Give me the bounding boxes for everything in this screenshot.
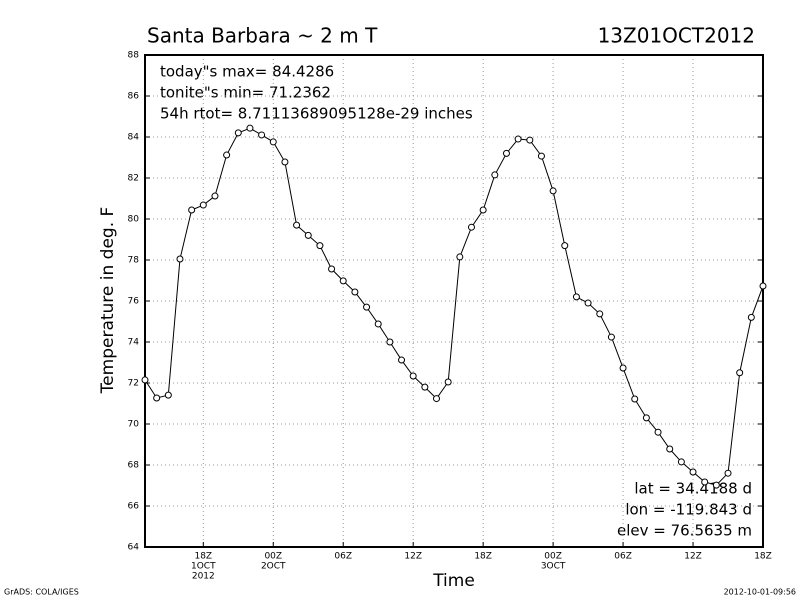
y-tick-label: 84 <box>128 133 140 143</box>
x-tick-label: 12Z <box>684 552 702 562</box>
data-point <box>293 221 301 229</box>
data-point <box>619 364 627 372</box>
data-point <box>467 223 475 231</box>
data-point <box>444 378 452 386</box>
location-info: lat = 34.4188 d <box>634 480 752 498</box>
y-tick-label: 64 <box>128 543 140 553</box>
data-point <box>642 414 650 422</box>
annotation: tonite"s min= 71.2362 <box>160 84 331 102</box>
data-point <box>421 383 429 391</box>
data-point <box>304 231 312 239</box>
footer: 2012-10-01-09:56 <box>724 588 796 597</box>
data-point <box>491 171 499 179</box>
x-tick-date: 2OCT <box>261 562 286 572</box>
location-info: lon = -119.843 d <box>625 501 752 519</box>
plot-frame <box>144 54 764 548</box>
x-tick-date: 3OCT <box>541 562 566 572</box>
y-tick-label: 78 <box>128 256 140 266</box>
data-point <box>596 310 604 318</box>
data-point <box>223 151 231 159</box>
data-point <box>363 303 371 311</box>
data-point <box>572 293 580 301</box>
data-point <box>724 469 732 477</box>
data-point <box>188 206 196 214</box>
x-tick-label: 12Z <box>404 552 422 562</box>
data-point <box>584 299 592 307</box>
data-point <box>351 288 359 296</box>
data-point <box>234 129 242 137</box>
data-point <box>654 428 662 436</box>
x-tick-label: 06Z <box>614 552 632 562</box>
data-point <box>153 394 161 402</box>
y-tick-label: 72 <box>128 379 139 389</box>
location-info: elev = 76.5635 m <box>617 522 752 540</box>
data-point <box>398 356 406 364</box>
x-tick-label: 18Z <box>194 552 212 562</box>
x-tick-label: 00Z <box>544 552 562 562</box>
data-point <box>374 320 382 328</box>
data-point <box>328 265 336 273</box>
data-point <box>549 187 557 195</box>
data-point <box>258 131 266 139</box>
time-label: 13Z01OCT2012 <box>598 24 755 48</box>
data-point <box>689 468 697 476</box>
y-tick-label: 82 <box>128 174 139 184</box>
data-point <box>479 206 487 214</box>
data-line <box>144 127 764 486</box>
y-tick-label: 68 <box>128 461 140 471</box>
data-point <box>281 158 289 166</box>
data-point <box>759 282 767 290</box>
y-tick-label: 88 <box>128 51 140 61</box>
y-axis-label: Temperature in deg. F <box>98 207 118 395</box>
y-tick-label: 80 <box>128 215 140 225</box>
data-point <box>316 242 324 250</box>
x-tick-label: 00Z <box>264 552 282 562</box>
data-point <box>386 338 394 346</box>
y-tick-label: 86 <box>128 92 140 102</box>
data-point <box>409 372 417 380</box>
y-tick-label: 76 <box>128 297 140 307</box>
data-point <box>502 149 510 157</box>
x-tick-label: 06Z <box>334 552 352 562</box>
data-point <box>526 136 534 144</box>
data-point <box>514 135 522 143</box>
annotation: 54h rtot= 8.71113689095128e-29 inches <box>160 105 473 123</box>
x-axis-label: Time <box>432 571 475 591</box>
data-point <box>199 201 207 209</box>
data-point <box>537 152 545 160</box>
x-tick-label: 18Z <box>754 552 772 562</box>
data-point <box>631 395 639 403</box>
x-tick-date: 1OCT <box>191 562 216 572</box>
data-point <box>433 395 441 403</box>
data-point <box>607 333 615 341</box>
footer: GrADS: COLA/IGES <box>4 588 79 597</box>
data-point <box>269 138 277 146</box>
data-point <box>712 481 720 489</box>
data-point <box>747 313 755 321</box>
data-point <box>176 255 184 263</box>
annotation: today"s max= 84.4286 <box>160 63 334 81</box>
data-point <box>736 369 744 377</box>
data-point <box>456 253 464 261</box>
y-tick-label: 70 <box>128 420 140 430</box>
data-point <box>666 445 674 453</box>
x-tick-label: 18Z <box>474 552 492 562</box>
data-point <box>211 192 219 200</box>
x-tick-year: 2012 <box>192 572 215 582</box>
chart-title: Santa Barbara ~ 2 m T <box>147 24 378 48</box>
y-tick-label: 66 <box>128 502 140 512</box>
y-tick-label: 74 <box>128 338 140 348</box>
data-point <box>141 376 149 384</box>
data-point <box>561 242 569 250</box>
data-point <box>164 391 172 399</box>
data-point <box>701 478 709 486</box>
data-point <box>246 124 254 132</box>
data-point <box>339 277 347 285</box>
data-point <box>677 458 685 466</box>
